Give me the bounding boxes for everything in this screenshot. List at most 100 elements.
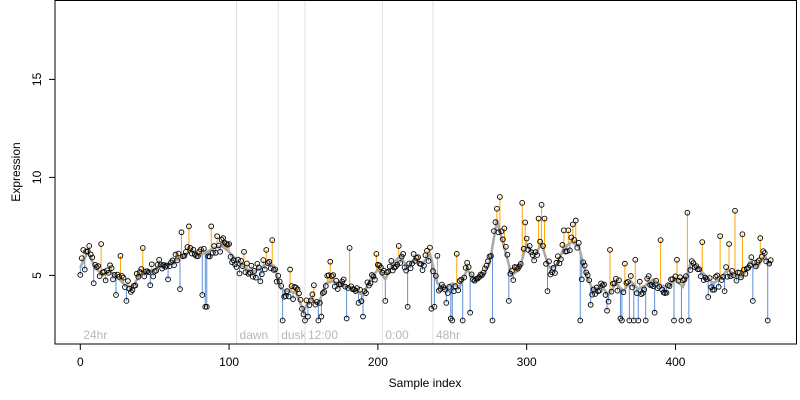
data-point <box>504 251 511 258</box>
data-point <box>183 248 189 255</box>
trend-path <box>79 219 772 312</box>
data-point <box>150 273 157 280</box>
region-label: dawn <box>240 328 269 342</box>
data-point <box>287 266 293 273</box>
data-point <box>227 253 234 260</box>
region-lines: 24hr dawn dusk 12:00 0:00 48hr <box>83 1 460 344</box>
data-point <box>141 273 148 280</box>
data-point <box>348 283 354 290</box>
data-point <box>369 272 375 278</box>
data-point <box>602 292 609 298</box>
data-point <box>132 282 139 289</box>
data-point <box>148 261 155 268</box>
data-point <box>619 317 625 324</box>
data-point <box>333 277 340 284</box>
data-point <box>726 241 732 247</box>
data-point <box>714 272 720 279</box>
data-point <box>468 271 475 278</box>
data-point <box>263 247 270 253</box>
data-point <box>578 276 585 283</box>
data-point <box>641 286 648 293</box>
data-point <box>742 270 749 277</box>
data-point <box>401 264 408 271</box>
data-point <box>727 273 734 280</box>
data-point <box>636 278 643 285</box>
data-point <box>723 264 729 270</box>
data-point <box>639 290 646 296</box>
data-point <box>117 252 124 259</box>
data-point <box>717 233 723 240</box>
data-point <box>174 257 180 264</box>
data-point <box>86 243 93 249</box>
data-point <box>738 274 744 281</box>
data-point <box>589 291 596 298</box>
data-point <box>394 261 401 268</box>
data-point <box>154 261 161 268</box>
data-point <box>531 257 537 264</box>
data-point <box>318 313 325 320</box>
data-point <box>663 289 670 296</box>
data-point <box>431 303 438 310</box>
data-point <box>111 271 118 278</box>
data-point <box>616 277 622 284</box>
data-point <box>218 236 225 243</box>
data-point <box>764 317 771 324</box>
region-label: 48hr <box>436 328 460 342</box>
data-point <box>627 273 634 279</box>
data-point <box>703 276 710 283</box>
data-point <box>474 275 481 282</box>
x-tick-label: 400 <box>665 355 685 369</box>
data-point <box>604 307 610 314</box>
data-point <box>425 258 432 264</box>
data-point <box>683 273 689 280</box>
data-point <box>462 264 469 271</box>
data-point <box>159 265 165 272</box>
x-tick-label: 0 <box>77 355 84 369</box>
y-tick-label: 10 <box>30 170 44 184</box>
data-point <box>696 266 703 273</box>
data-point <box>540 243 546 249</box>
data-point <box>418 261 424 267</box>
data-point <box>244 260 250 267</box>
data-point <box>172 251 179 258</box>
data-point <box>577 317 584 324</box>
x-axis: 0 100 200 300 400 <box>77 344 686 369</box>
x-axis-title: Sample index <box>389 376 462 390</box>
data-point <box>238 258 244 264</box>
data-point <box>434 252 441 259</box>
data-point <box>358 298 365 305</box>
data-point <box>532 249 539 255</box>
data-point <box>175 250 182 257</box>
data-point <box>537 238 543 245</box>
data-point <box>354 285 360 291</box>
data-point <box>430 268 436 275</box>
data-point <box>248 262 255 269</box>
data-point <box>564 248 570 255</box>
data-point <box>724 273 731 280</box>
data-point <box>258 271 265 278</box>
y-axis: 5 10 15 <box>30 72 55 279</box>
data-point <box>126 285 133 292</box>
data-point <box>718 277 725 283</box>
data-point <box>253 274 259 281</box>
x-tick-label: 200 <box>368 355 388 369</box>
data-point <box>677 274 683 281</box>
data-point <box>203 303 210 310</box>
data-point <box>257 278 264 285</box>
data-point <box>400 251 407 257</box>
data-point <box>712 273 719 280</box>
data-point <box>279 317 286 324</box>
data-point <box>171 262 177 269</box>
data-point <box>351 286 357 293</box>
data-point <box>495 229 502 236</box>
data-point <box>459 317 466 324</box>
data-point <box>552 270 558 276</box>
data-point <box>343 315 350 322</box>
data-point <box>565 227 572 234</box>
data-point <box>686 317 692 324</box>
data-point <box>608 288 615 295</box>
data-point <box>659 286 665 293</box>
data-point <box>732 207 738 214</box>
data-point <box>186 223 192 230</box>
data-point <box>105 269 112 276</box>
